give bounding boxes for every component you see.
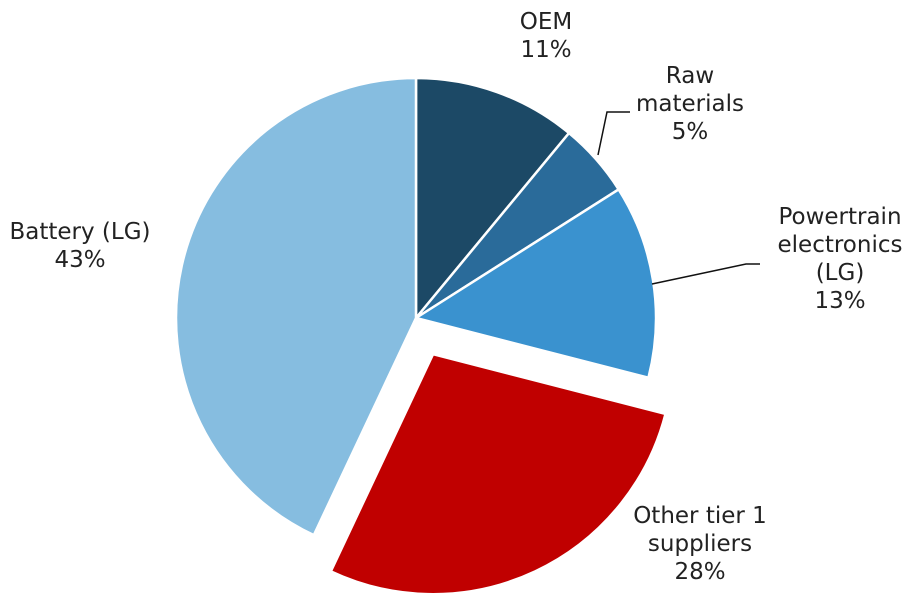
category-label: Powertrain electronics (LG) bbox=[777, 204, 903, 286]
slice-label: Other tier 1 suppliers 28% bbox=[600, 502, 800, 586]
pie-slice bbox=[174, 76, 418, 537]
pie-slice bbox=[412, 187, 658, 380]
slice-label: OEM 11% bbox=[486, 8, 606, 64]
value-label: 13% bbox=[814, 288, 866, 314]
slice-label: Raw materials 5% bbox=[620, 62, 760, 146]
pie-slice bbox=[414, 76, 571, 322]
slice-label: Powertrain electronics (LG) 13% bbox=[760, 203, 920, 315]
category-label: Battery (LG) bbox=[9, 219, 151, 245]
pie-slice bbox=[329, 352, 668, 596]
category-label: Other tier 1 suppliers bbox=[633, 503, 767, 557]
value-label: 28% bbox=[674, 559, 726, 585]
category-label: Raw materials bbox=[636, 63, 744, 117]
leader-line bbox=[597, 111, 630, 156]
value-label: 43% bbox=[54, 247, 106, 273]
leader-line bbox=[651, 263, 760, 285]
value-label: 11% bbox=[520, 37, 572, 63]
category-label: OEM bbox=[519, 9, 573, 35]
value-label: 5% bbox=[671, 119, 709, 145]
slice-label: Battery (LG) 43% bbox=[0, 218, 180, 274]
